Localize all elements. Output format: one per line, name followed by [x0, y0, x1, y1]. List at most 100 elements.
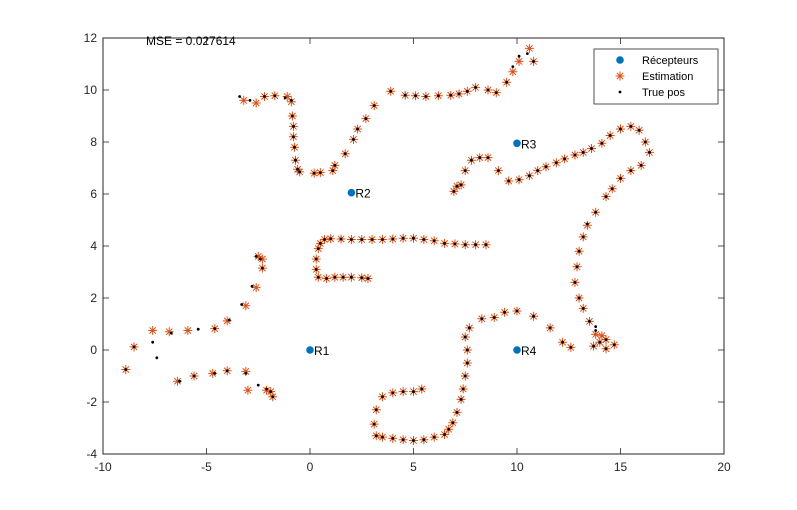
true-pos-point: [525, 52, 529, 55]
estimation-point: [524, 43, 534, 53]
estimation-point: [251, 98, 261, 108]
y-tick-label: 12: [84, 31, 98, 45]
true-pos-point: [575, 265, 579, 269]
true-pos-point: [350, 275, 353, 279]
legend-box: [593, 48, 719, 105]
true-pos-point: [254, 255, 258, 258]
mse-annotation: MSE = 0.027614: [146, 34, 236, 48]
true-pos-point: [124, 368, 128, 371]
true-pos-point: [273, 94, 277, 98]
true-pos-point: [412, 439, 415, 442]
true-pos-point: [422, 438, 426, 442]
true-pos-point: [443, 242, 446, 245]
y-tick-label: 10: [84, 83, 98, 97]
true-pos-point: [452, 190, 456, 193]
data-layer: [121, 43, 654, 445]
estimation-point: [251, 283, 261, 293]
true-pos-point: [248, 99, 252, 102]
true-pos-point: [312, 171, 316, 175]
estimation-point: [253, 251, 263, 261]
estimation-point: [173, 376, 183, 386]
true-pos-point: [360, 238, 364, 241]
true-pos-point: [447, 427, 451, 431]
legend-entries: Récepteurs Estimation True pos: [615, 55, 699, 99]
true-pos-point: [604, 347, 608, 351]
true-pos-point: [474, 86, 477, 89]
estimation-point: [243, 385, 253, 395]
true-pos-point: [343, 152, 347, 156]
true-pos-point: [455, 411, 459, 414]
y-tick-label: 8: [90, 135, 97, 149]
true-pos-point: [350, 238, 353, 241]
true-pos-point: [619, 127, 622, 131]
y-tick-label: 4: [90, 239, 97, 253]
x-tick-label: 5: [410, 460, 417, 474]
true-pos-point: [451, 421, 455, 425]
true-pos-point: [366, 277, 370, 280]
true-pos-point: [391, 391, 395, 395]
estimation-point: [208, 368, 218, 378]
receiver-point: [306, 346, 314, 354]
true-pos-point: [532, 60, 535, 63]
true-pos-point: [474, 243, 477, 247]
true-pos-point: [461, 387, 465, 391]
estimation-point: [183, 326, 193, 335]
estimation-point: [222, 316, 232, 326]
series-receiver: [306, 139, 521, 354]
receiver-label: R3: [521, 137, 537, 151]
true-pos-point: [329, 237, 333, 241]
true-pos-point: [563, 157, 567, 161]
true-pos-point: [403, 93, 407, 97]
y-tick-label: 0: [90, 343, 97, 357]
true-pos-point: [318, 242, 322, 245]
true-pos-point: [341, 275, 345, 279]
true-pos-point: [227, 318, 231, 322]
legend-marker-receiver: [616, 56, 624, 64]
true-pos-point: [515, 309, 519, 313]
true-pos-point: [496, 169, 500, 173]
true-pos-point: [517, 54, 521, 58]
true-pos-point: [619, 177, 622, 180]
true-pos-point: [292, 125, 295, 128]
true-pos-point: [569, 346, 573, 349]
true-pos-point: [414, 94, 417, 98]
true-pos-point: [178, 379, 181, 383]
true-pos-point: [463, 243, 467, 247]
true-pos-point: [260, 266, 264, 270]
true-pos-point: [240, 303, 244, 306]
legend-label: Estimation: [642, 71, 693, 83]
true-pos-point: [581, 151, 585, 154]
true-pos-point: [463, 169, 467, 173]
true-pos-point: [412, 236, 415, 240]
true-pos-point: [323, 238, 326, 241]
true-pos-point: [292, 135, 295, 139]
legend-marker-estimation: [615, 71, 625, 81]
true-pos-point: [600, 141, 604, 145]
true-pos-point: [463, 374, 467, 378]
x-tick-label: 15: [614, 460, 628, 474]
true-pos-point: [339, 237, 343, 241]
true-pos-point: [422, 238, 426, 241]
true-pos-point: [604, 195, 608, 199]
true-pos-point: [314, 268, 318, 271]
true-pos-point: [544, 165, 548, 169]
true-pos-point: [449, 93, 453, 97]
true-pos-point: [480, 317, 484, 321]
true-pos-point: [401, 438, 405, 442]
receiver-point: [513, 346, 521, 354]
true-pos-point: [610, 187, 614, 191]
true-pos-point: [289, 99, 293, 102]
true-pos-point: [269, 390, 273, 393]
true-pos-point: [465, 348, 469, 352]
true-pos-point: [577, 249, 581, 253]
true-pos-point: [554, 161, 558, 165]
x-tick-label: -5: [201, 460, 212, 474]
true-pos-point: [581, 235, 585, 239]
true-pos-point: [318, 171, 322, 175]
plot-frame: [102, 37, 725, 455]
true-pos-point: [463, 335, 467, 339]
legend-marker-true-pos: [618, 90, 622, 94]
receiver-point: [347, 188, 356, 197]
true-pos-point: [132, 345, 136, 349]
true-pos-point: [592, 344, 595, 348]
